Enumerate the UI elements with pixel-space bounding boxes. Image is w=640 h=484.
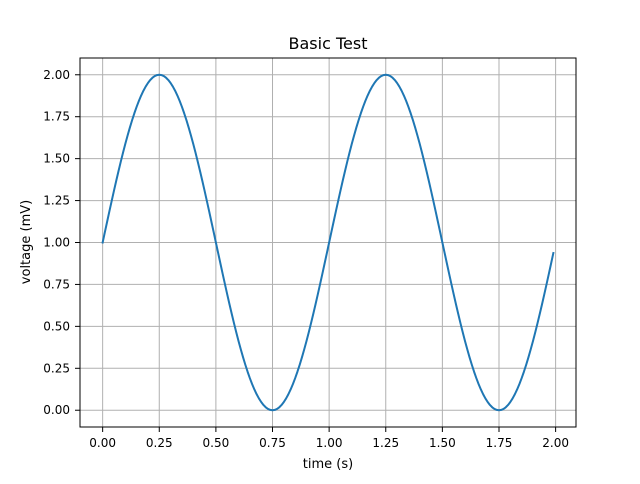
x-tick-label: 0.25 [146, 436, 173, 450]
x-tick-label: 0.50 [203, 436, 230, 450]
y-tick-label: 2.00 [43, 68, 70, 82]
series-line [101, 73, 555, 412]
x-tick-label: 0.00 [89, 436, 116, 450]
y-tick-label: 0.75 [43, 277, 70, 291]
x-tick-label: 1.50 [429, 436, 456, 450]
y-tick-label: 0.50 [43, 319, 70, 333]
x-axis-ticks: 0.00 0.25 0.50 0.75 1.00 1.25 1.50 1.75 2.00 [89, 427, 569, 450]
grid [80, 58, 576, 427]
y-tick-label: 0.25 [43, 361, 70, 375]
y-tick-label: 1.00 [43, 236, 70, 250]
y-tick-label: 1.75 [43, 110, 70, 124]
x-tick-label: 1.25 [372, 436, 399, 450]
x-tick-label: 1.00 [316, 436, 343, 450]
y-tick-label: 0.00 [43, 403, 70, 417]
y-tick-label: 1.25 [43, 194, 70, 208]
x-tick-label: 1.75 [486, 436, 513, 450]
y-axis-ticks: 0.00 0.25 0.50 0.75 1.00 1.25 1.50 1.75 2.00 [43, 68, 80, 417]
chart-title: Basic Test [289, 34, 368, 53]
x-axis-label: time (s) [303, 457, 353, 472]
y-tick-label: 1.50 [43, 152, 70, 166]
x-tick-label: 0.75 [259, 436, 286, 450]
y-axis-label: voltage (mV) [19, 200, 34, 284]
x-tick-label: 2.00 [542, 436, 569, 450]
plot-area [101, 73, 555, 412]
